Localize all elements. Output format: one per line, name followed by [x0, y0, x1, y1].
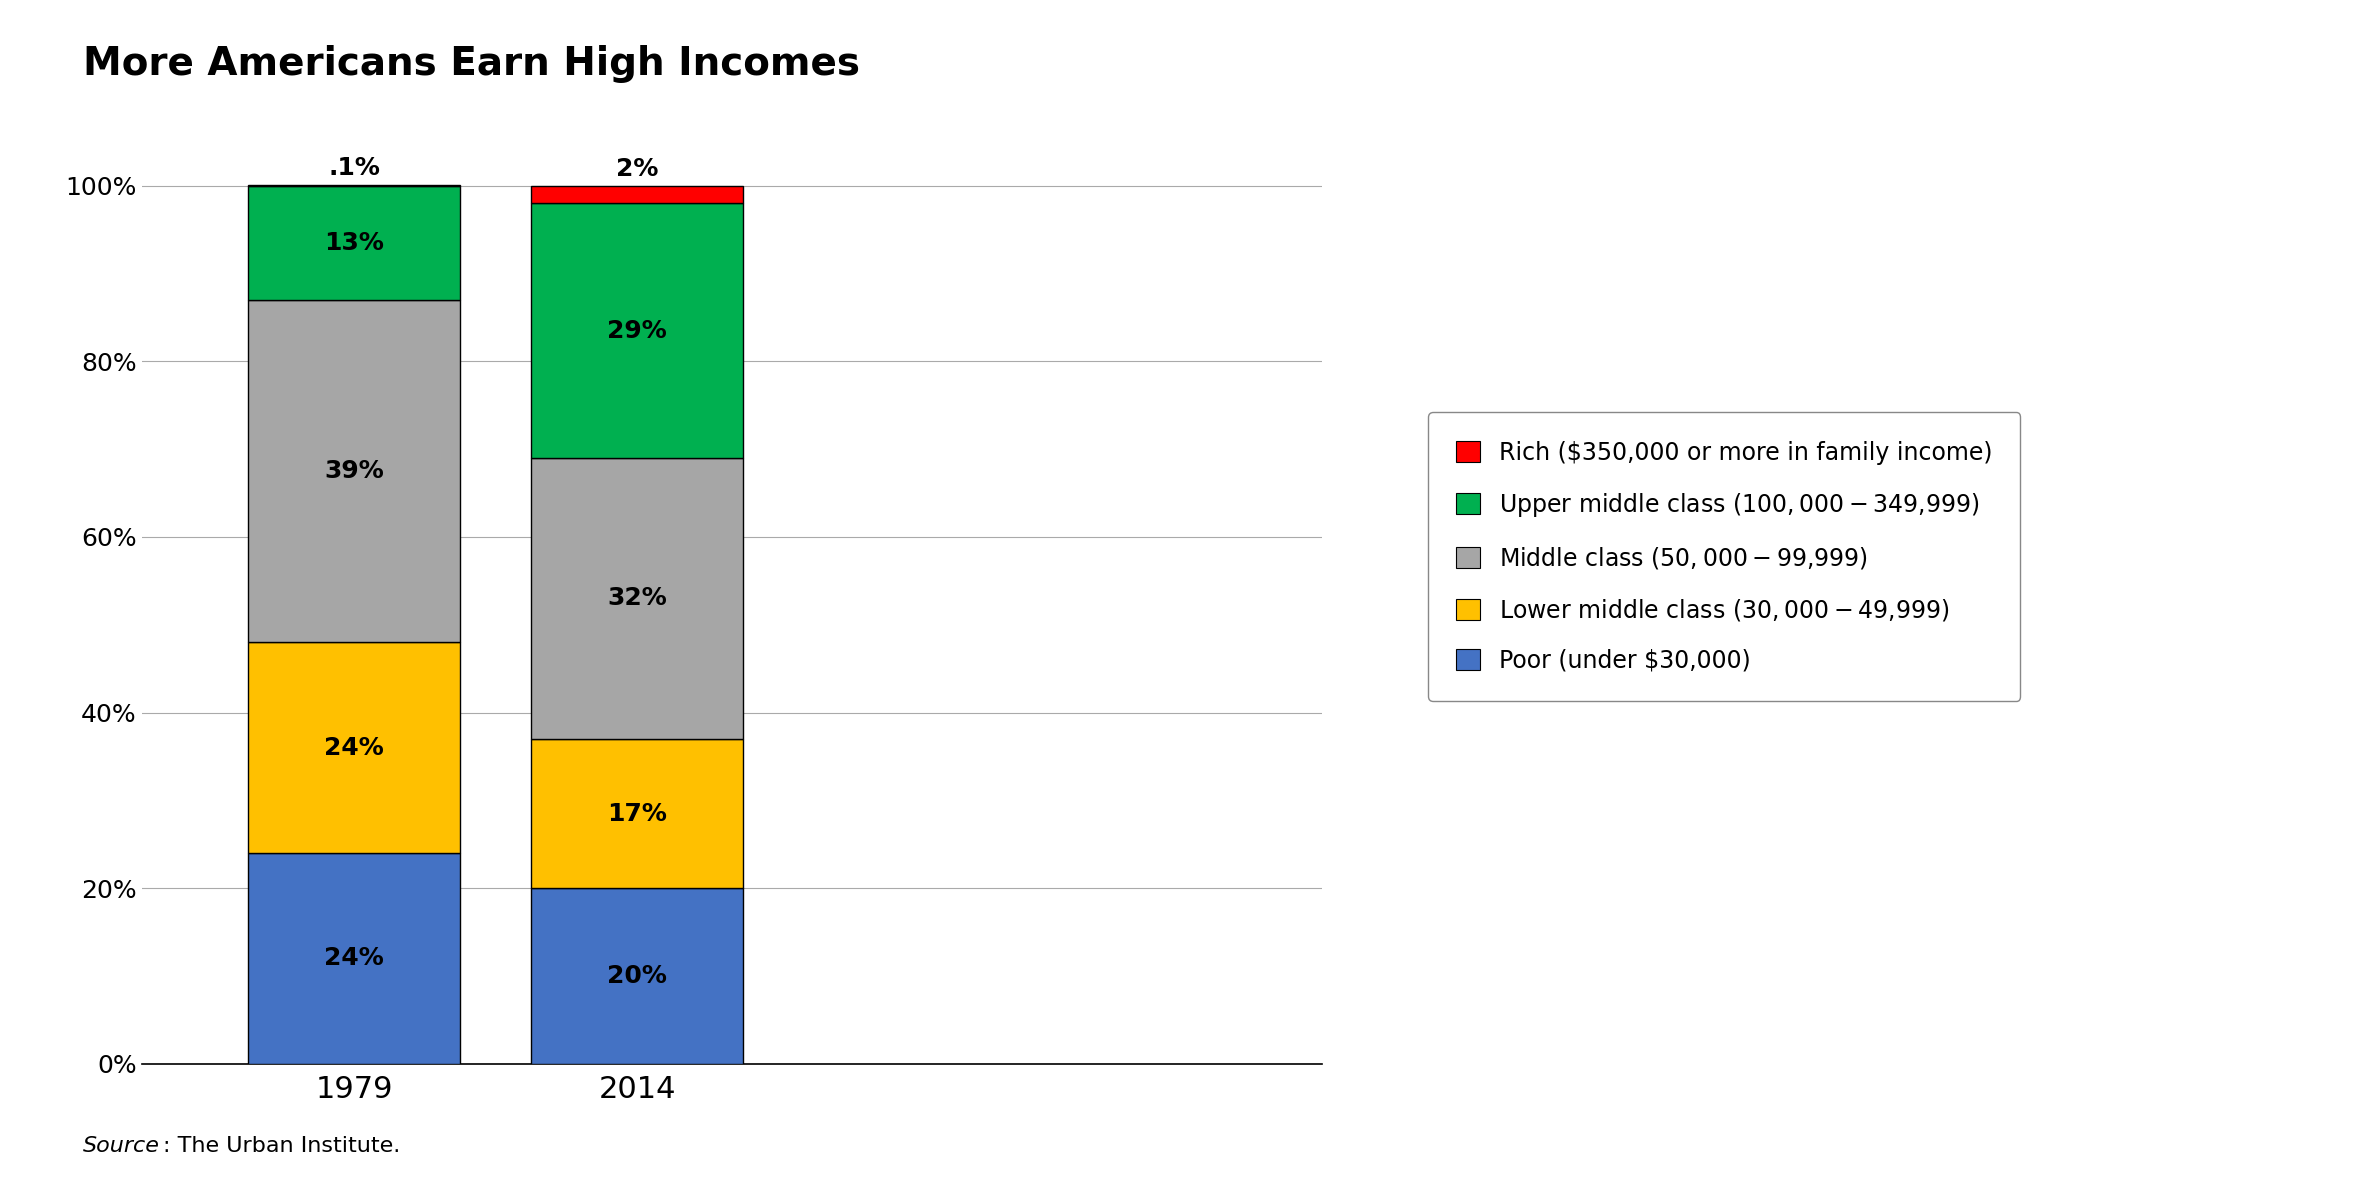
Text: 20%: 20% — [607, 965, 668, 988]
Bar — [248, 186, 460, 300]
Text: : The Urban Institute.: : The Urban Institute. — [163, 1136, 401, 1156]
Text: 24%: 24% — [323, 947, 385, 970]
Text: 2%: 2% — [616, 157, 658, 181]
Text: 39%: 39% — [323, 459, 385, 483]
Bar — [531, 186, 743, 203]
Text: 17%: 17% — [607, 801, 668, 825]
Text: 32%: 32% — [607, 586, 668, 610]
Text: 13%: 13% — [323, 230, 385, 255]
Bar — [531, 203, 743, 457]
Text: .1%: .1% — [328, 156, 380, 181]
Bar — [531, 888, 743, 1064]
Bar — [531, 457, 743, 739]
Legend: Rich ($350,000 or more in family income), Upper middle class ($100,000-$349,999): Rich ($350,000 or more in family income)… — [1428, 413, 2020, 701]
Text: 29%: 29% — [607, 319, 668, 343]
Text: More Americans Earn High Incomes: More Americans Earn High Incomes — [83, 45, 859, 83]
Bar — [248, 642, 460, 853]
Bar — [248, 853, 460, 1064]
Bar — [248, 300, 460, 642]
Bar — [531, 739, 743, 888]
Text: 24%: 24% — [323, 735, 385, 760]
Text: Source: Source — [83, 1136, 160, 1156]
